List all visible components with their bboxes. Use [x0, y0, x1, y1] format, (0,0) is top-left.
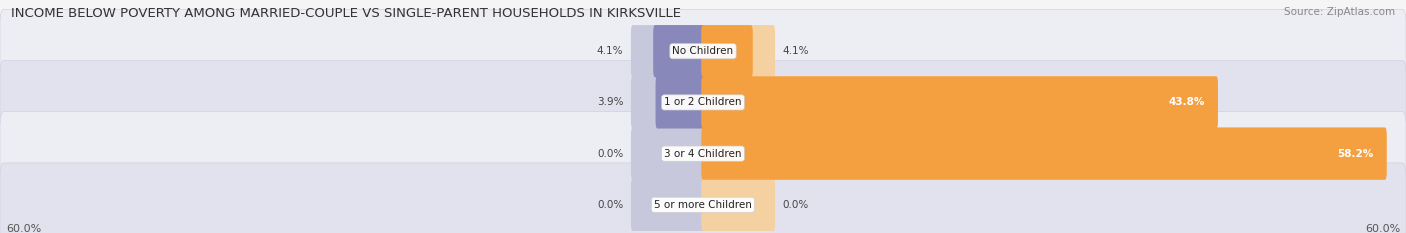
Text: 43.8%: 43.8%: [1168, 97, 1205, 107]
Text: 3 or 4 Children: 3 or 4 Children: [664, 149, 742, 159]
Text: 5 or more Children: 5 or more Children: [654, 200, 752, 210]
Text: 4.1%: 4.1%: [596, 46, 623, 56]
Text: 4.1%: 4.1%: [783, 46, 810, 56]
FancyBboxPatch shape: [631, 25, 704, 77]
FancyBboxPatch shape: [702, 25, 752, 77]
Text: Source: ZipAtlas.com: Source: ZipAtlas.com: [1284, 7, 1395, 17]
Text: 3.9%: 3.9%: [596, 97, 623, 107]
FancyBboxPatch shape: [702, 127, 1386, 180]
FancyBboxPatch shape: [654, 25, 704, 77]
FancyBboxPatch shape: [0, 61, 1406, 144]
FancyBboxPatch shape: [655, 76, 704, 129]
FancyBboxPatch shape: [0, 163, 1406, 233]
Text: 0.0%: 0.0%: [783, 200, 808, 210]
FancyBboxPatch shape: [702, 76, 1218, 129]
FancyBboxPatch shape: [702, 76, 1218, 129]
Text: 60.0%: 60.0%: [1365, 224, 1400, 233]
FancyBboxPatch shape: [631, 76, 704, 129]
FancyBboxPatch shape: [702, 25, 775, 77]
FancyBboxPatch shape: [0, 112, 1406, 195]
Text: No Children: No Children: [672, 46, 734, 56]
Text: 1 or 2 Children: 1 or 2 Children: [664, 97, 742, 107]
FancyBboxPatch shape: [631, 127, 704, 180]
FancyBboxPatch shape: [702, 127, 1386, 180]
FancyBboxPatch shape: [631, 179, 704, 231]
FancyBboxPatch shape: [702, 179, 775, 231]
Text: 0.0%: 0.0%: [598, 149, 623, 159]
Text: 58.2%: 58.2%: [1337, 149, 1374, 159]
Text: 60.0%: 60.0%: [6, 224, 41, 233]
Text: 0.0%: 0.0%: [598, 200, 623, 210]
FancyBboxPatch shape: [0, 9, 1406, 93]
Text: INCOME BELOW POVERTY AMONG MARRIED-COUPLE VS SINGLE-PARENT HOUSEHOLDS IN KIRKSVI: INCOME BELOW POVERTY AMONG MARRIED-COUPL…: [11, 7, 682, 20]
